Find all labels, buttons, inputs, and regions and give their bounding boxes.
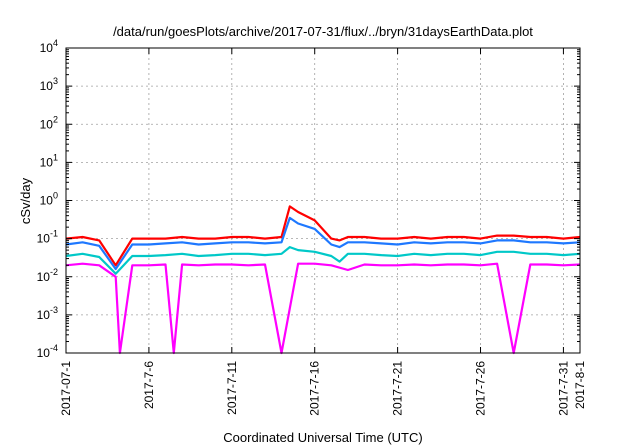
x-axis-label: Coordinated Universal Time (UTC)	[223, 430, 422, 445]
y-tick-label: 10-1	[37, 229, 58, 246]
series-line-2	[65, 216, 581, 271]
y-tick-label: 103	[40, 76, 58, 93]
x-tick-label: 2017-7-6	[142, 361, 156, 409]
y-tick-label: 10-3	[37, 305, 58, 322]
x-tick-label: 2017-7-21	[391, 361, 405, 416]
y-tick-label: 102	[40, 114, 58, 131]
y-tick-label: 101	[40, 152, 58, 169]
y-tick-label: 104	[40, 38, 58, 55]
y-tick-label: 100	[40, 191, 58, 208]
x-tick-label: 2017-7-11	[225, 361, 239, 415]
chart-title: /data/run/goesPlots/archive/2017-07-31/f…	[113, 24, 533, 39]
series-line-1	[65, 205, 581, 267]
x-tick-label: 2017-8-1	[573, 361, 587, 409]
x-tick-label: 2017-07-1	[59, 361, 73, 416]
y-axis-label: cSv/day	[18, 177, 33, 224]
y-axis-ticks: 10-4 10-3 10-2 10-1 100 101 102 103 104	[37, 38, 580, 360]
x-tick-label: 2017-7-16	[308, 361, 322, 416]
series-line-3	[65, 246, 581, 275]
data-series	[65, 205, 581, 355]
series-line-4	[65, 262, 581, 355]
y-tick-label: 10-2	[37, 267, 58, 284]
x-axis-ticks: 2017-07-1 2017-7-6 2017-7-11 2017-7-16 2017-…	[59, 48, 587, 416]
grid-lines	[66, 48, 580, 353]
x-tick-label: 2017-7-31	[556, 361, 570, 416]
x-tick-label: 2017-7-26	[474, 361, 488, 416]
y-tick-label: 10-4	[37, 343, 58, 360]
